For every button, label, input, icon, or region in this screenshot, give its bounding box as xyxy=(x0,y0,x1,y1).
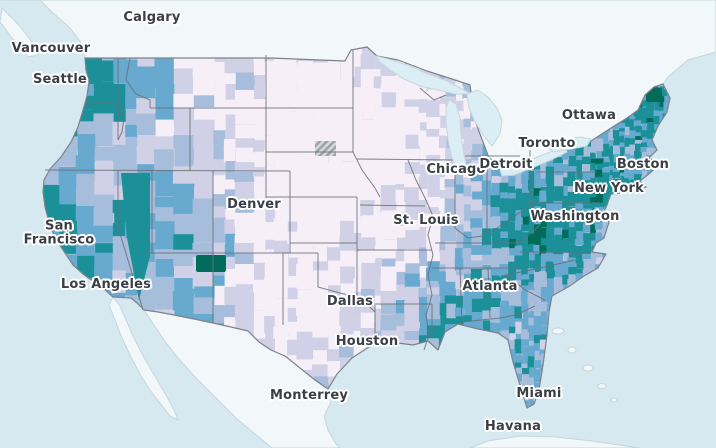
state-border xyxy=(359,204,426,207)
no-data-county xyxy=(315,141,336,156)
state-border xyxy=(507,275,546,301)
lake-superior xyxy=(374,55,473,95)
state-border xyxy=(407,159,434,351)
lake-erie xyxy=(499,146,568,177)
state-border xyxy=(519,224,541,244)
bahamas-island xyxy=(582,364,594,372)
lake-ontario xyxy=(546,136,592,153)
state-border xyxy=(454,202,537,239)
dark-county-colorado xyxy=(196,255,226,272)
vancouver-island xyxy=(0,6,39,58)
state-border xyxy=(125,57,151,108)
bahamas-island xyxy=(610,397,618,403)
state-border xyxy=(419,87,447,101)
state-border xyxy=(117,102,125,141)
state-border xyxy=(501,259,576,277)
bahamas-island xyxy=(597,383,607,389)
lake-huron xyxy=(466,89,503,147)
state-borders-layer xyxy=(44,50,600,351)
state-border xyxy=(461,305,536,323)
dark-county-maine xyxy=(646,88,662,102)
baja-peninsula xyxy=(108,296,179,422)
state-border xyxy=(117,170,144,311)
large-nevada-county xyxy=(121,173,150,300)
cuba-landmass xyxy=(469,435,641,448)
state-border xyxy=(352,151,381,198)
state-border xyxy=(459,267,463,326)
great-lakes-layer xyxy=(374,55,592,177)
bahamas-island xyxy=(551,327,565,335)
bahamas-island xyxy=(567,346,577,354)
state-border xyxy=(487,267,491,319)
state-border xyxy=(44,169,291,172)
state-border xyxy=(356,158,456,161)
state-border xyxy=(317,286,376,313)
lake-michigan xyxy=(445,99,468,173)
